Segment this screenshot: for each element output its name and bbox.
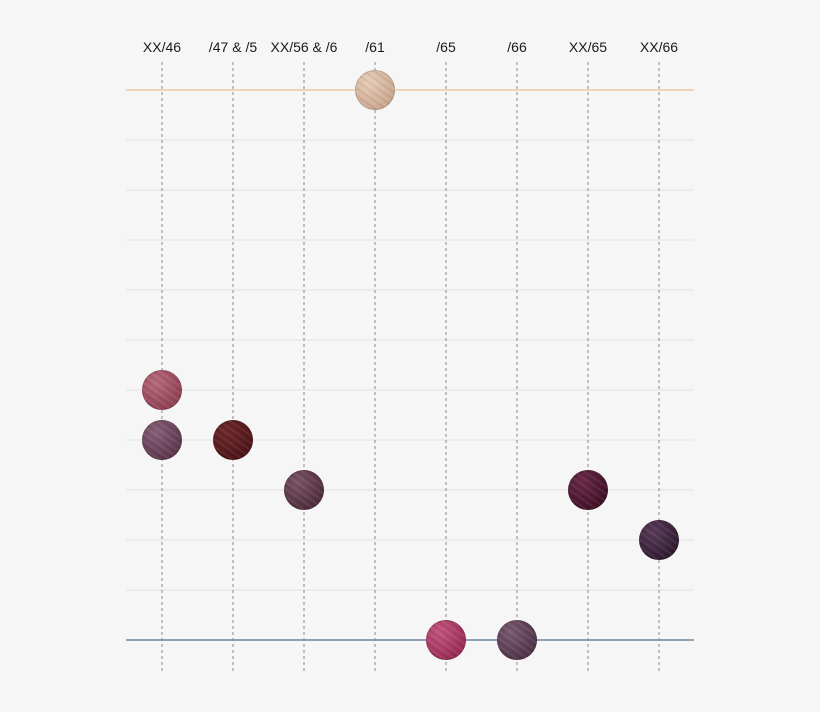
column-label: XX/46 [143, 39, 181, 55]
column-label: /66 [507, 39, 527, 55]
swatch-point [426, 620, 466, 660]
swatch-point [284, 470, 324, 510]
column-label: /47 & /5 [209, 39, 257, 55]
swatch-point [142, 420, 182, 460]
swatches [142, 70, 679, 660]
swatch-point [639, 520, 679, 560]
swatch-point [497, 620, 537, 660]
swatch-point [213, 420, 253, 460]
swatch-point [355, 70, 395, 110]
column-label: XX/56 & /6 [271, 39, 338, 55]
column-gridlines [161, 62, 660, 672]
column-label: /65 [436, 39, 456, 55]
swatch-point [568, 470, 608, 510]
column-labels: XX/46/47 & /5 XX/56 & /6/61/65/66 XX/65 XX/… [143, 39, 678, 55]
swatch-point [142, 370, 182, 410]
column-label: /61 [365, 39, 385, 55]
row-gridlines [126, 89, 694, 641]
column-label: XX/65 [569, 39, 607, 55]
column-label: XX/66 [640, 39, 678, 55]
